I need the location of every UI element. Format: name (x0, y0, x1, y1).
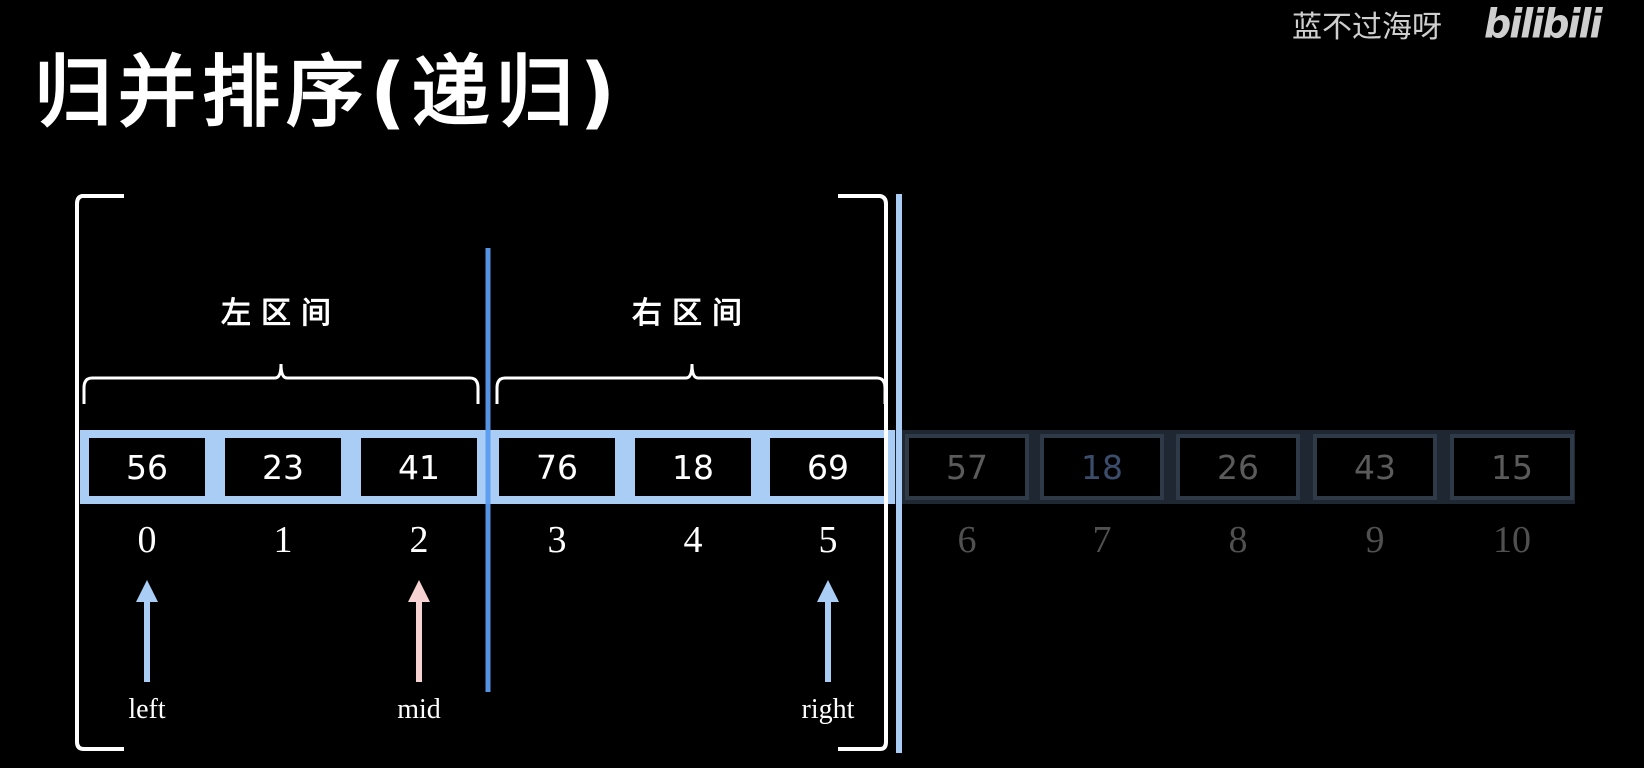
array-cell: 18 (1040, 434, 1164, 500)
array-cell: 23 (221, 434, 345, 500)
left-square-bracket (75, 194, 124, 751)
array-cell: 69 (766, 434, 890, 500)
array-index: 7 (1092, 519, 1112, 561)
left-pointer-arrow-icon (136, 580, 158, 682)
array-index: 4 (683, 519, 703, 561)
array-index: 2 (409, 519, 429, 561)
left-interval-brace (82, 363, 480, 404)
array-index: 9 (1365, 519, 1385, 561)
array-index: 3 (547, 519, 567, 561)
array-index: 0 (137, 519, 157, 561)
left-pointer-label: left (128, 694, 166, 725)
array-index: 1 (273, 519, 293, 561)
right-interval-label: 右区间 (632, 296, 752, 331)
array-cell: 56 (85, 434, 209, 500)
array-index: 6 (957, 519, 977, 561)
array-cell: 41 (357, 434, 481, 500)
right-pointer-arrow-icon (817, 580, 839, 682)
array-cell: 15 (1450, 434, 1574, 500)
right-square-bracket (838, 194, 888, 751)
array-cell: 57 (905, 434, 1029, 500)
array-cell: 43 (1313, 434, 1437, 500)
array-index: 8 (1228, 519, 1248, 561)
array-cell: 26 (1176, 434, 1300, 500)
watermark-author: 蓝不过海呀 (1292, 10, 1442, 45)
right-pointer-label: right (801, 694, 855, 725)
mid-pointer-label: mid (397, 694, 441, 725)
bilibili-logo: bilibili (1484, 0, 1603, 48)
array-index: 5 (818, 519, 838, 561)
array-cell: 18 (631, 434, 755, 500)
page-title: 归并排序(递归) (34, 48, 622, 138)
array-cell: 76 (495, 434, 619, 500)
left-interval-label: 左区间 (221, 296, 341, 331)
right-interval-brace (495, 363, 887, 404)
mid-pointer-arrow-icon (408, 580, 430, 682)
array-index: 10 (1493, 519, 1531, 561)
